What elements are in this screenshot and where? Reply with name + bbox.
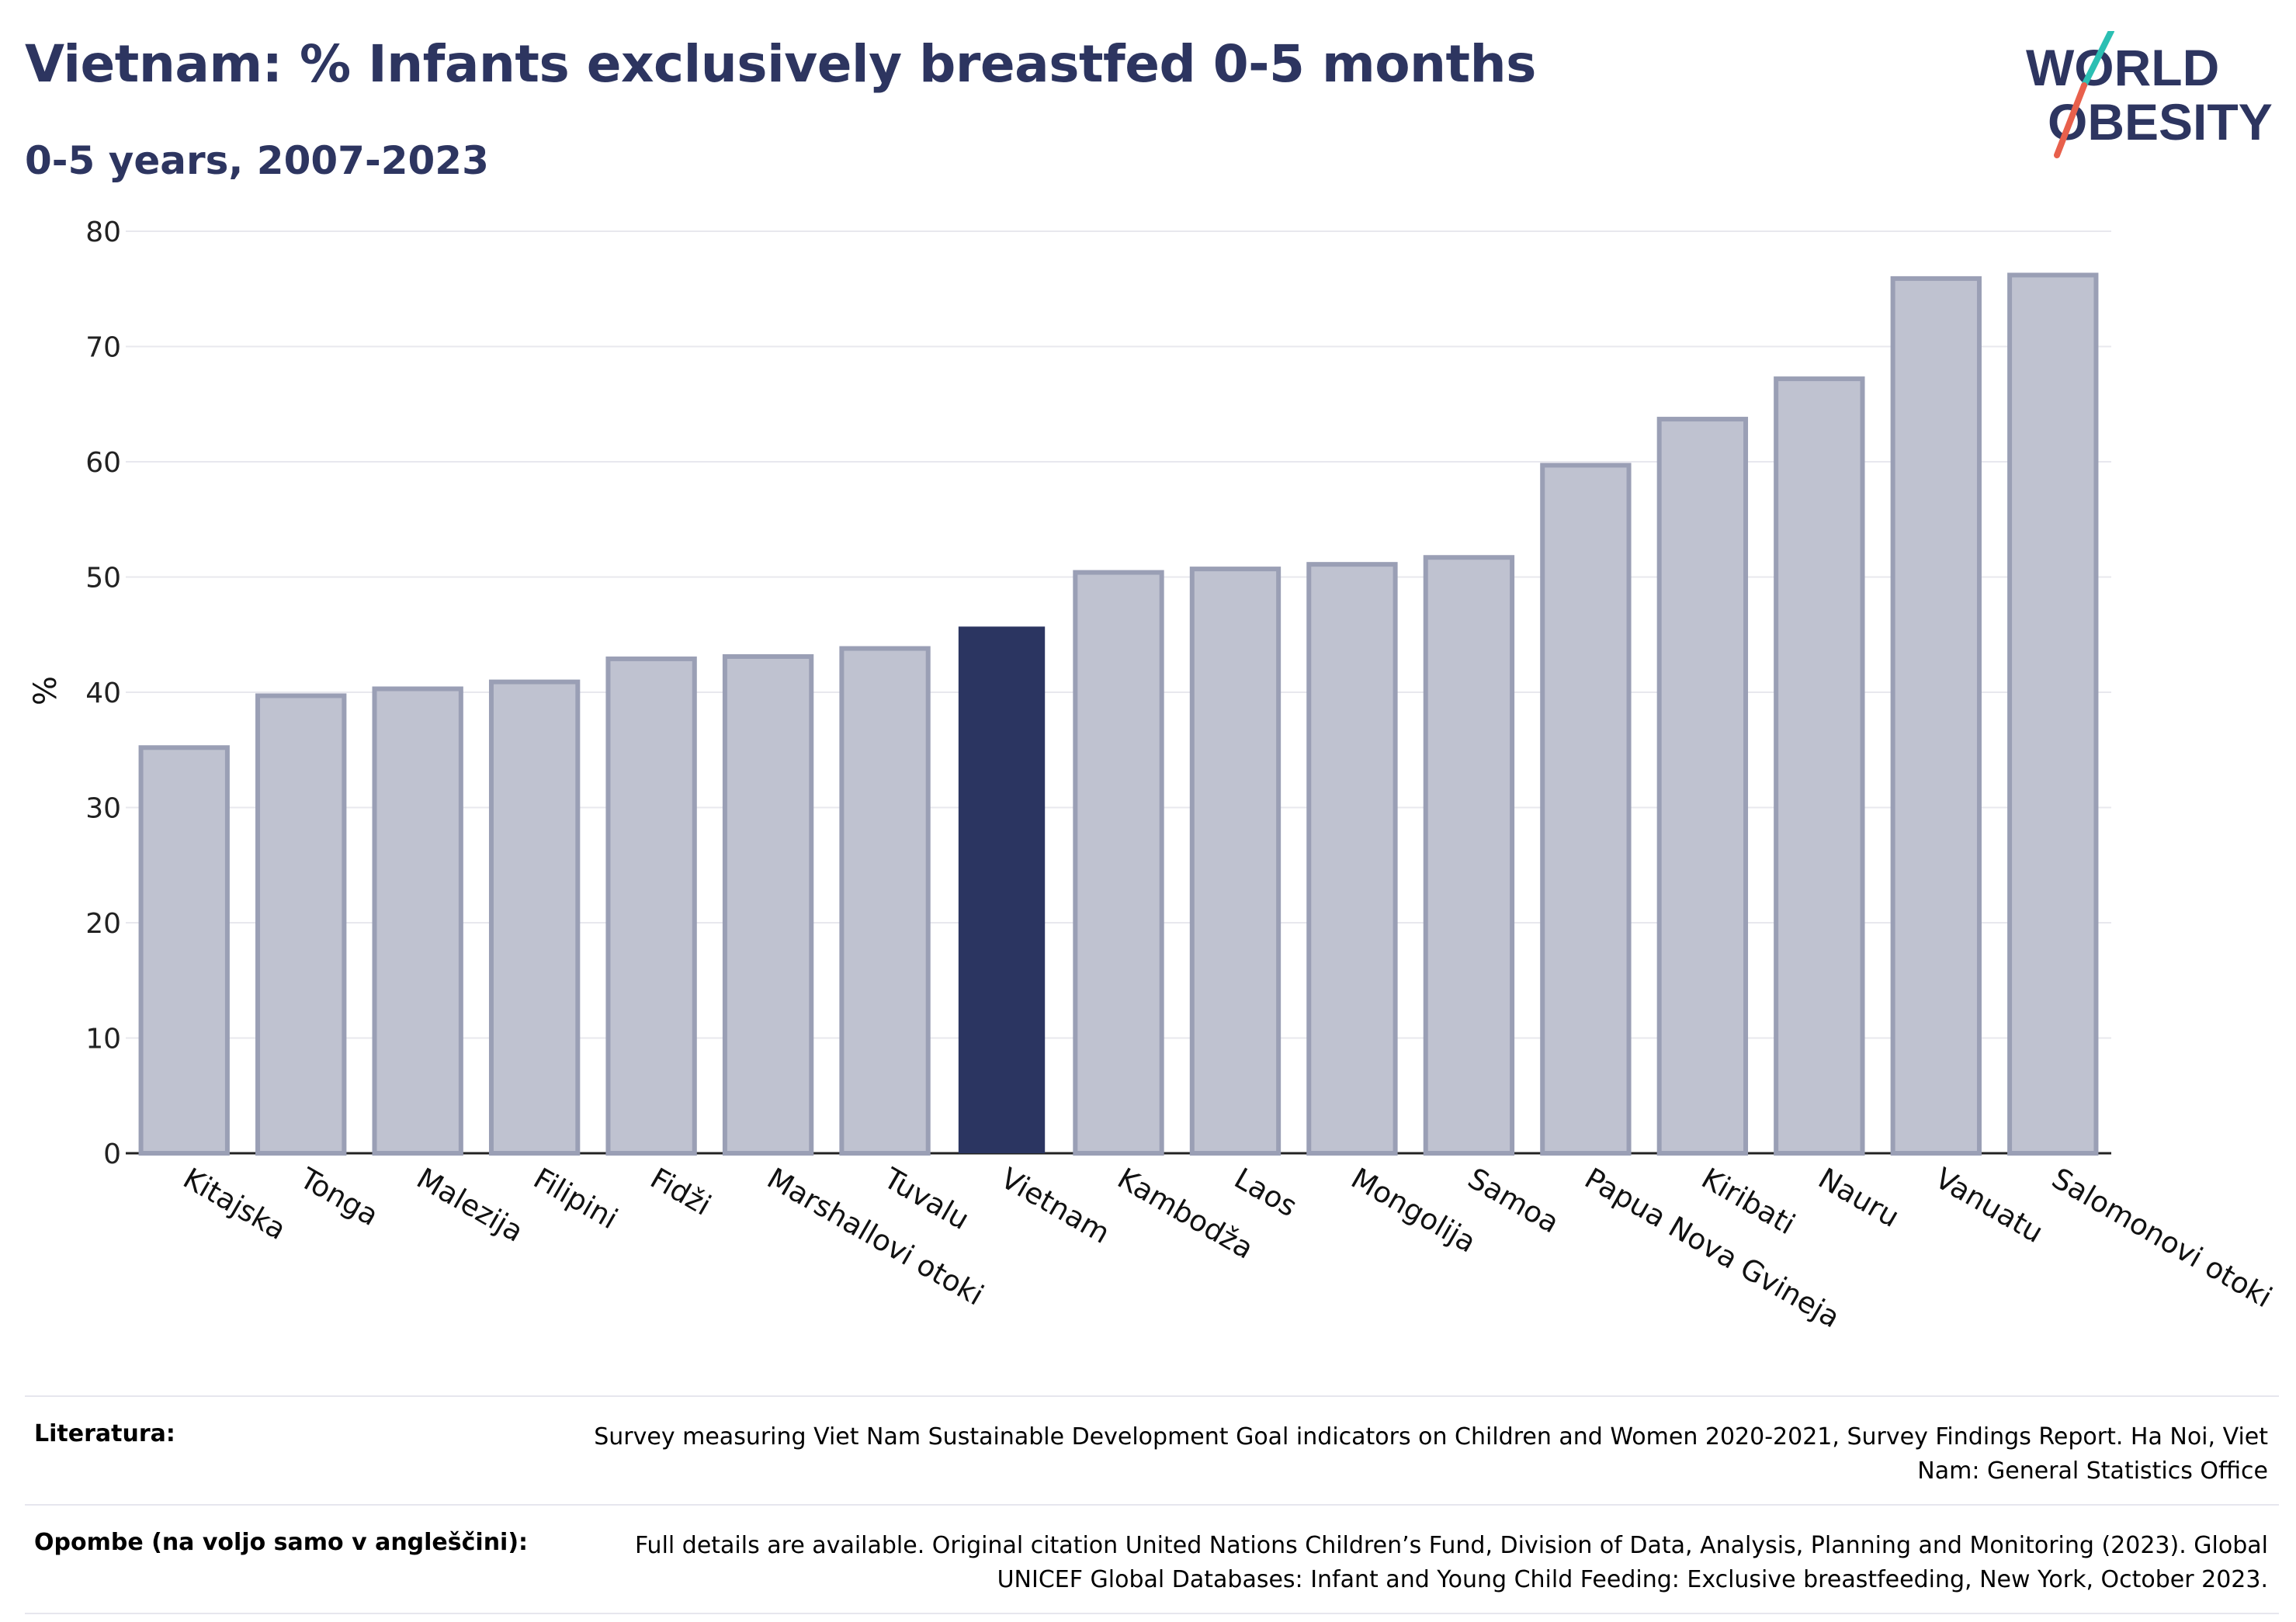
y-axis-label: % <box>28 676 64 705</box>
x-tick-label: Malezija <box>411 1162 529 1249</box>
chart-subtitle: 0-5 years, 2007-2023 <box>25 138 489 183</box>
logo-line2: OBESITY <box>2048 93 2273 151</box>
bar-kiribati <box>1656 417 1749 1156</box>
footer-row-notes: Opombe (na voljo samo v angleščini): Ful… <box>25 1504 2279 1614</box>
footer-text: Full details are available. Original cit… <box>634 1532 2268 1593</box>
bar-filipini <box>488 679 581 1156</box>
y-tick-label: 20 <box>85 908 121 940</box>
bar-mongolija <box>1306 562 1398 1156</box>
bar-vietnam <box>958 626 1046 1153</box>
x-tick-label: Tuvalu <box>878 1161 975 1236</box>
x-tick-label: Vietnam <box>995 1162 1115 1250</box>
bar-kitajska <box>138 745 230 1156</box>
y-tick-label: 50 <box>85 563 121 594</box>
bar-tuvalu <box>839 646 931 1156</box>
footer-text: Survey measuring Viet Nam Sustainable De… <box>594 1423 2268 1485</box>
bar-salomonovi-otoki <box>2007 272 2099 1156</box>
bar-tonga <box>255 693 347 1156</box>
world-obesity-logo: WORLD OBESITY <box>2026 31 2273 158</box>
y-tick-label: 70 <box>85 332 121 364</box>
x-tick-label: Mongolija <box>1345 1162 1481 1260</box>
footer-label: Literatura: <box>34 1420 175 1447</box>
footer-row-literature: Literatura: Survey measuring Viet Nam Su… <box>25 1395 2279 1504</box>
footer-label: Opombe (na voljo samo v angleščini): <box>34 1529 529 1556</box>
y-tick-label: 0 <box>103 1139 121 1170</box>
x-tick-label: Laos <box>1229 1162 1302 1224</box>
bar-malezija <box>372 686 463 1156</box>
y-tick-labels: 0 10 20 30 40 50 60 70 80 <box>85 217 121 1170</box>
bar-laos <box>1189 567 1282 1156</box>
x-tick-label: Nauru <box>1812 1162 1905 1234</box>
bars <box>138 272 2099 1156</box>
logo-slash-red <box>2054 82 2087 158</box>
bar-fidži <box>605 656 697 1156</box>
y-tick-label: 10 <box>85 1024 121 1055</box>
logo-slash-teal <box>2081 31 2114 88</box>
x-tick-label: Kitajska <box>178 1162 292 1247</box>
logo-line1: WORLD <box>2026 39 2219 96</box>
bar-kambodža <box>1073 570 1164 1156</box>
y-tick-label: 30 <box>85 793 121 825</box>
bar-marshallovi-otoki <box>722 653 814 1156</box>
y-tick-label: 60 <box>85 447 121 479</box>
bar-samoa <box>1423 555 1515 1156</box>
footer-table: Literatura: Survey measuring Viet Nam Su… <box>25 1395 2279 1614</box>
chart-title: Vietnam: % Infants exclusively breastfed… <box>25 34 1536 94</box>
bar-nauru <box>1774 376 1865 1156</box>
y-tick-label: 40 <box>85 678 121 709</box>
y-tick-label: 80 <box>85 217 121 248</box>
x-tick-label: Fidži <box>645 1162 717 1222</box>
x-tick-label: Marshallovi otoki <box>761 1162 989 1312</box>
x-tick-label: Filipini <box>528 1162 623 1236</box>
bar-vanuatu <box>1890 276 1982 1156</box>
x-tick-label: Vanuatu <box>1930 1162 2049 1250</box>
x-tick-label: Salomonovi otoki <box>2046 1162 2277 1315</box>
bar-papua-nova-gvineja <box>1540 463 1632 1156</box>
x-tick-label: Tonga <box>293 1161 383 1232</box>
